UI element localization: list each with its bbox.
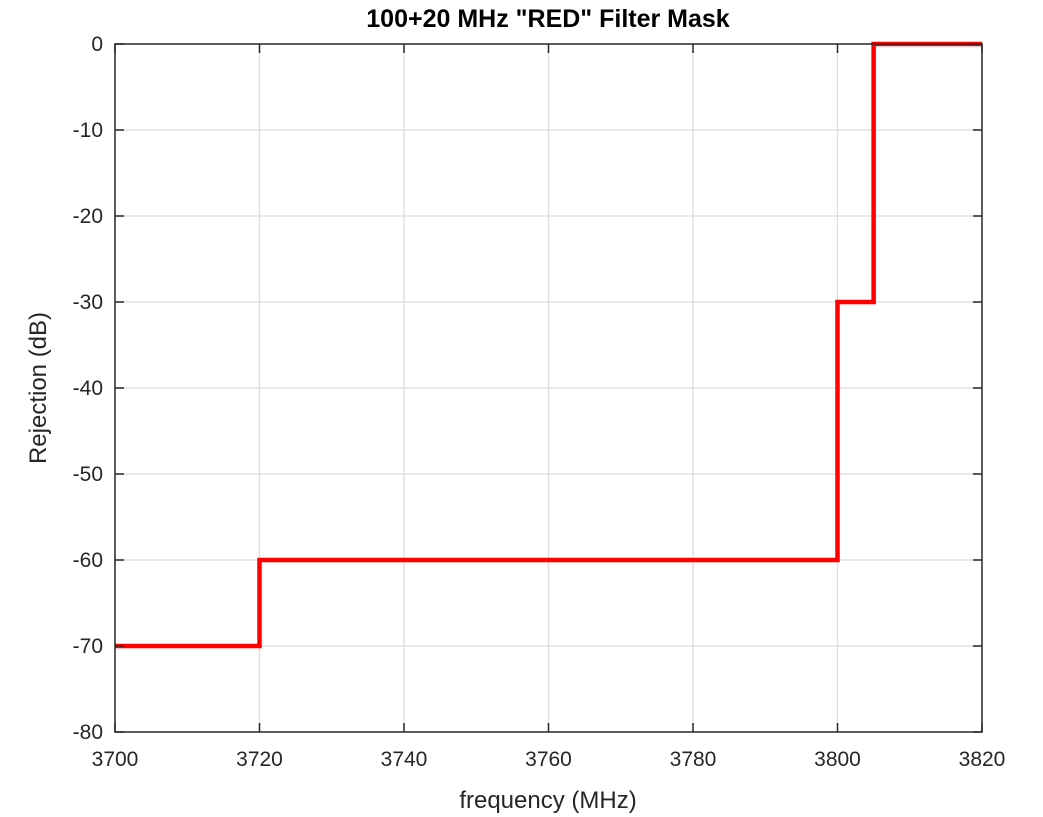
filter-mask-line [115,41,982,649]
ticks [114,43,983,733]
y-tick-label: 0 [91,33,103,56]
y-tick-label: -30 [73,291,103,314]
y-tick-labels: 0 -10 -20 -30 -40 -50 -60 -70 -80 [73,33,103,744]
x-tick-label: 3740 [381,748,428,771]
y-tick-label: -60 [73,549,103,572]
y-tick-label: -10 [73,119,103,142]
chart-title: 100+20 MHz "RED" Filter Mask [366,5,730,33]
y-tick-label: -50 [73,463,103,486]
x-tick-label: 3800 [814,748,861,771]
y-tick-label: -70 [73,635,103,658]
y-tick-label: -80 [73,721,103,744]
x-tick-label: 3720 [236,748,283,771]
x-tick-labels: 3700 3720 3740 3760 3780 3800 3820 [92,748,1006,771]
x-tick-label: 3820 [959,748,1006,771]
x-axis-label: frequency (MHz) [459,787,636,814]
x-tick-label: 3760 [525,748,572,771]
y-tick-label: -40 [73,377,103,400]
y-axis-label: Rejection (dB) [25,312,52,464]
series-layer [115,41,982,649]
y-tick-label: -20 [73,205,103,228]
x-tick-label: 3700 [92,748,139,771]
x-tick-label: 3780 [670,748,717,771]
